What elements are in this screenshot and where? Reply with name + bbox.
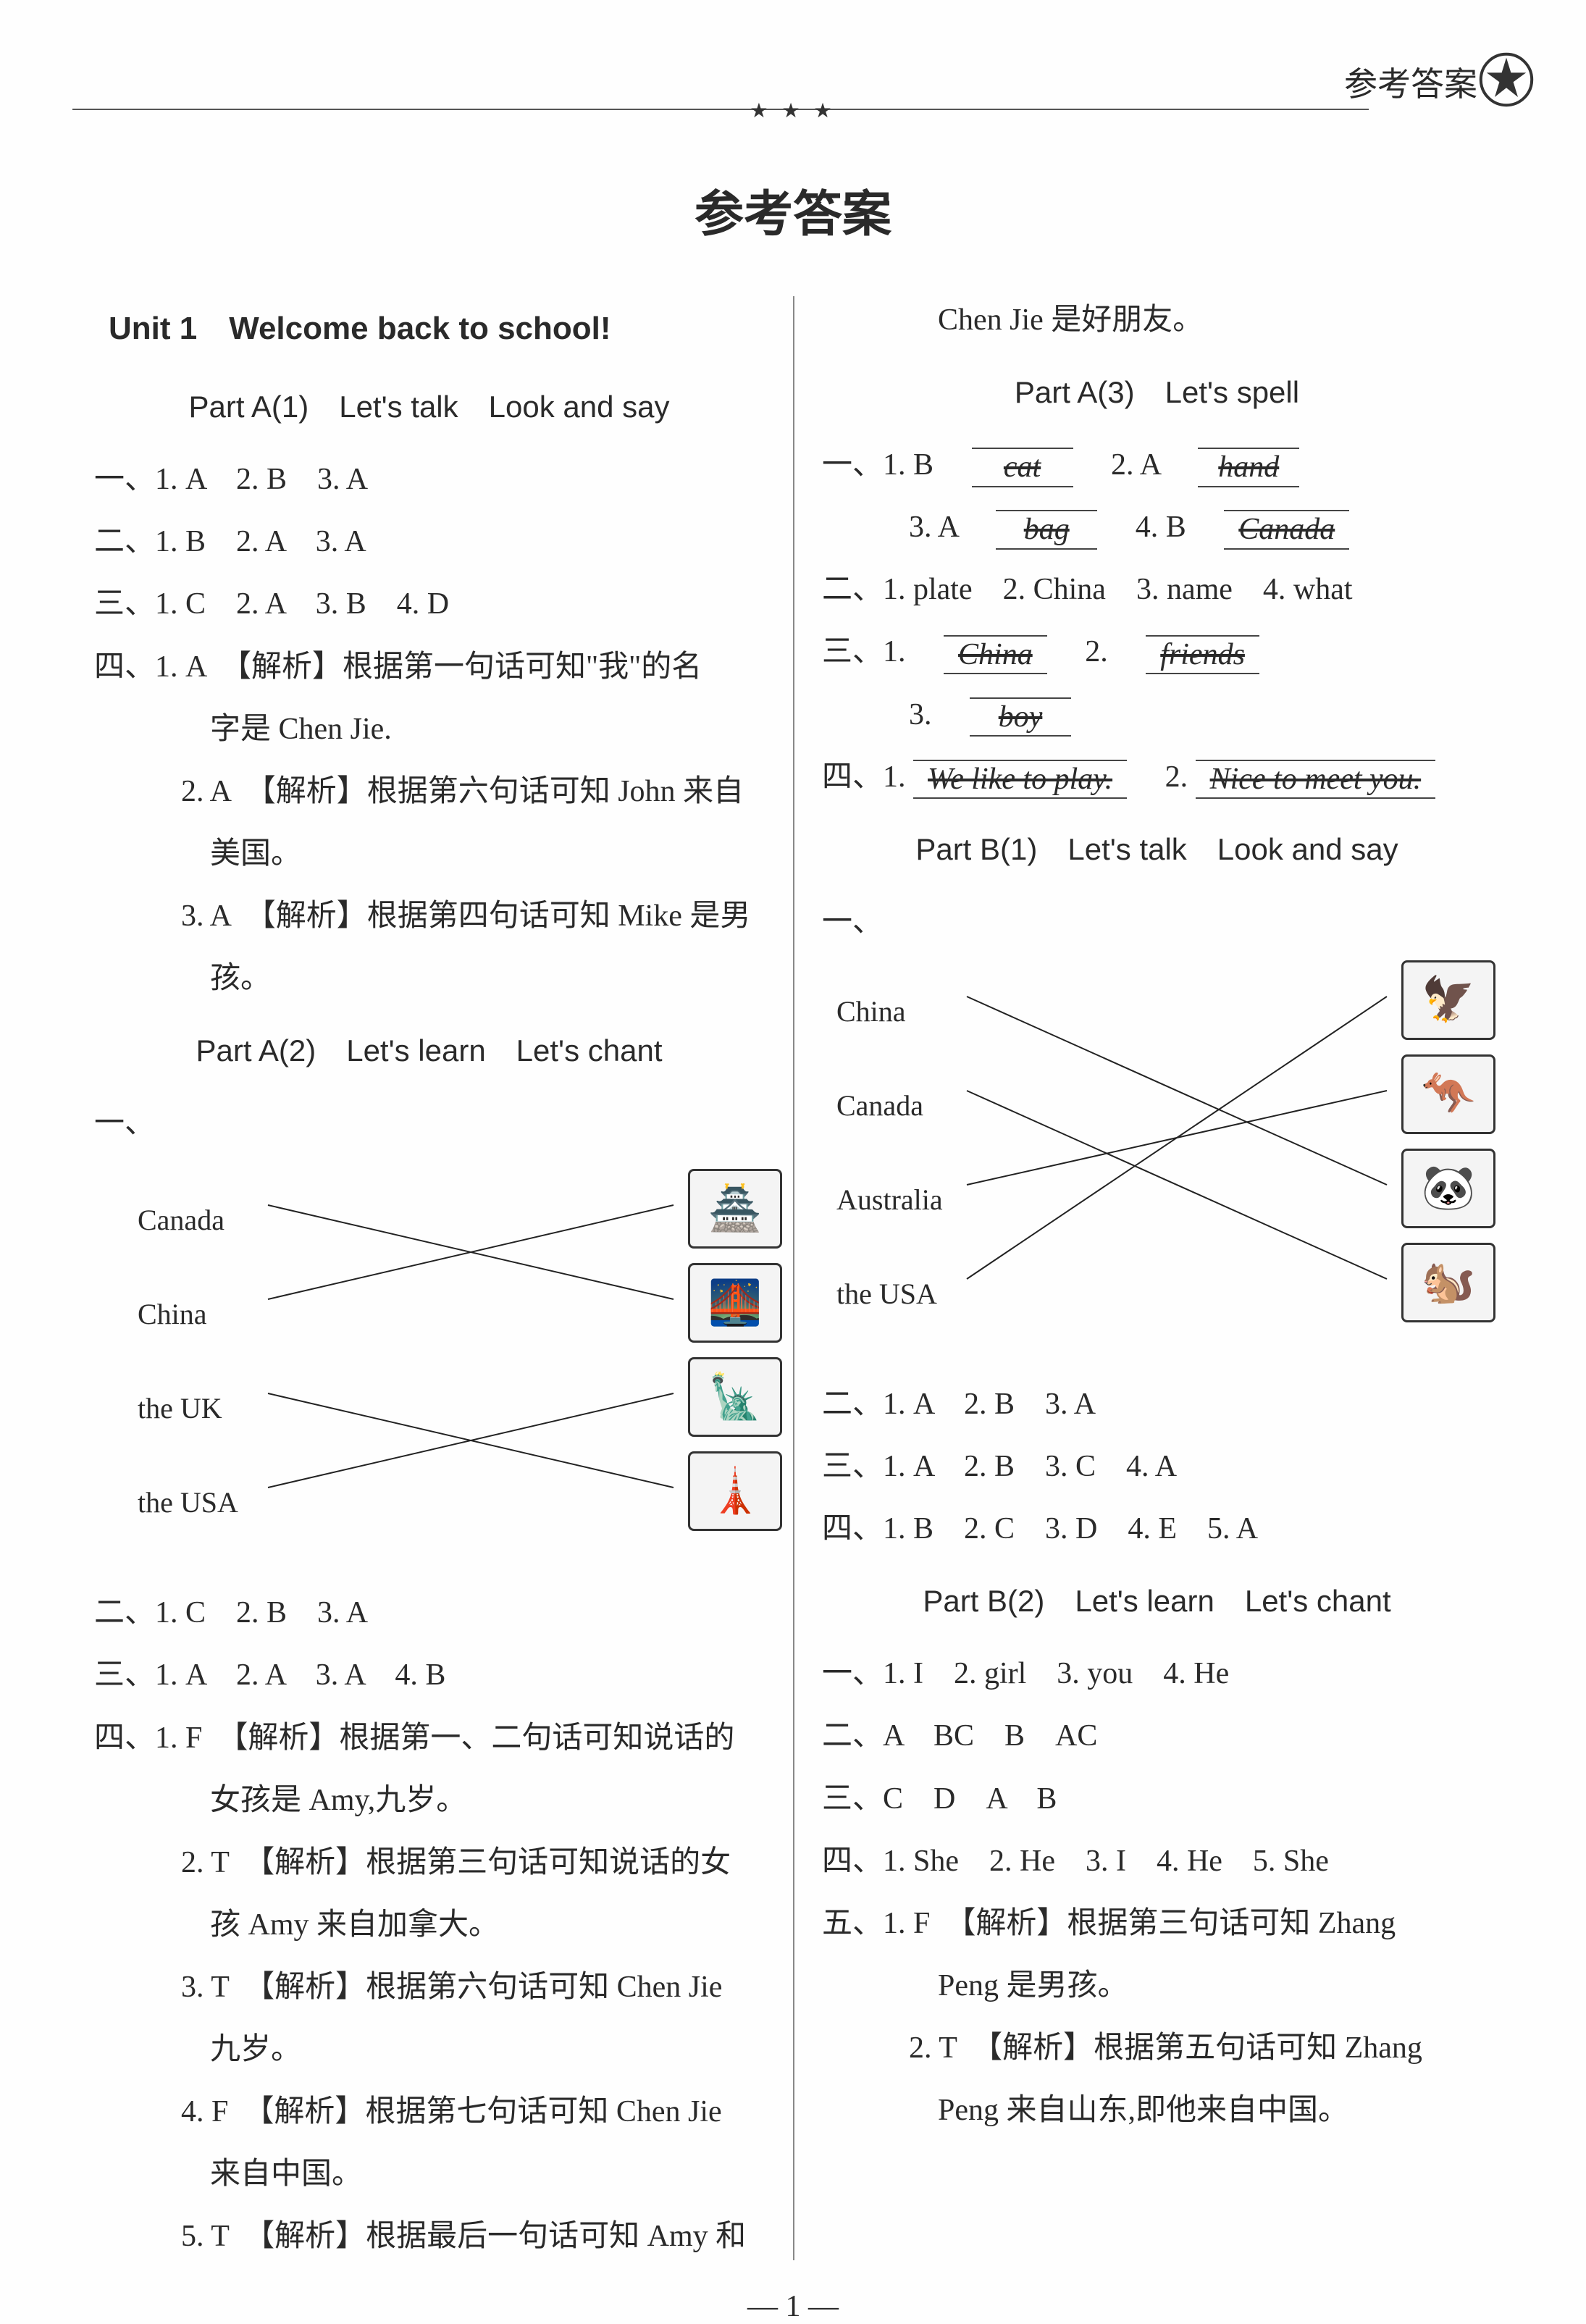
answer-line: 三、1. A 2. A 3. A 4. B [94,1644,764,1706]
answer-line: 女孩是 Amy,九岁。 [94,1769,764,1832]
page-header: ★ ★ ★ 参考答案 [72,58,1514,145]
match-picture-icon: 🗼 [688,1451,782,1531]
match-label: China [138,1285,207,1344]
answer-line: 一、1. I 2. girl 3. you 4. He [822,1643,1492,1705]
ans-prefix: 3. [909,698,932,731]
ans-prefix: 3. A [909,511,958,544]
answer-line: 2. T 【解析】根据第五句话可知 Zhang [822,2017,1492,2079]
answer-line: 四、1. We like to play. 2. Nice to meet yo… [822,746,1492,808]
answer-line: 四、1. F 【解析】根据第一、二句话可知说话的 [94,1707,764,1769]
part-b1-title: Part B(1) Let's talk Look and say [822,818,1492,881]
answer-line: 3. A 【解析】根据第四句话可知 Mike 是男 [94,885,764,947]
answer-line: 二、1. A 2. B 3. A [822,1373,1492,1435]
header-stars-icon: ★ ★ ★ [750,98,836,123]
answer-line: 孩 Amy 来自加拿大。 [94,1894,764,1956]
ans-prefix: 2. [1085,635,1108,668]
handwriting: hand [1198,448,1299,487]
handwriting: bag [996,510,1097,549]
answer-line: 五、1. F 【解析】根据第三句话可知 Zhang [822,1892,1492,1955]
answer-line: 二、1. B 2. A 3. A [94,511,764,573]
answer-line: 孩。 [94,947,764,1010]
ans-prefix: 四、1. [822,760,906,794]
handwriting: We like to play. [913,760,1127,799]
answer-line: 九岁。 [94,2018,764,2081]
column-divider [793,296,794,2260]
unit-title: Unit 1 Welcome back to school! [109,296,764,361]
answer-line: 字是 Chen Jie. [94,698,764,760]
handwriting: Canada [1224,510,1349,549]
match-picture-icon: 🐿️ [1401,1243,1495,1322]
answer-line: 3. A bag 4. B Canada [822,496,1492,558]
matching-prefix: 一、 [94,1092,764,1154]
match-label: the USA [138,1473,238,1532]
match-label: Canada [836,1076,923,1136]
match-label: Canada [138,1191,225,1250]
answer-line: 四、1. B 2. C 3. D 4. E 5. A [822,1498,1492,1560]
part-a2-title: Part A(2) Let's learn Let's chant [94,1020,764,1082]
answer-line: 2. A 【解析】根据第六句话可知 John 来自 [94,760,764,823]
handwriting: friends [1146,635,1259,674]
matching-prefix: 一、 [822,891,1492,953]
answer-line: Peng 来自山东,即他来自中国。 [822,2079,1492,2141]
answer-line: 5. T 【解析】根据最后一句话可知 Amy 和 [94,2205,764,2268]
ans-prefix: 4. B [1136,511,1186,544]
answer-line: 一、1. B cat 2. A hand [822,434,1492,496]
part-a3-title: Part A(3) Let's spell [822,361,1492,424]
answer-line: Peng 是男孩。 [822,1955,1492,2017]
match-label: Australia [836,1170,943,1230]
ans-prefix: 2. [1165,760,1188,794]
header-logo-icon [1477,51,1535,109]
answer-line: 三、C D A B [822,1768,1492,1830]
ans-prefix: 三、1. [822,635,906,668]
answer-line: 3. T 【解析】根据第六句话可知 Chen Jie [94,1956,764,2018]
header-divider [72,109,1369,110]
answer-line: Chen Jie 是好朋友。 [822,289,1492,351]
handwriting: boy [970,697,1071,737]
part-a1-title: Part A(1) Let's talk Look and say [94,376,764,438]
match-picture-icon: 🦘 [1401,1054,1495,1134]
answer-line: 三、1. China 2. friends [822,621,1492,683]
answer-line: 来自中国。 [94,2143,764,2205]
answer-line: 二、1. plate 2. China 3. name 4. what [822,558,1492,621]
ans-prefix: 一、1. B [822,448,933,482]
match-picture-icon: 🏯 [688,1169,782,1249]
match-label: the USA [836,1264,937,1324]
matching-diagram-left: CanadaChinathe UKthe USA🏯🌉🗽🗼 [94,1162,746,1567]
answer-line: 一、1. A 2. B 3. A [94,448,764,511]
main-title: 参考答案 [72,174,1514,246]
answer-line: 三、1. A 2. B 3. C 4. A [822,1435,1492,1498]
right-column: Chen Jie 是好朋友。 Part A(3) Let's spell 一、1… [793,289,1514,2268]
handwriting: Nice to meet you. [1196,760,1436,799]
left-column: Unit 1 Welcome back to school! Part A(1)… [72,289,793,2268]
answer-line: 3. boy [822,684,1492,746]
match-label: the UK [138,1379,222,1438]
ans-prefix: 2. A [1111,448,1160,482]
match-picture-icon: 🗽 [688,1357,782,1437]
page-number: — 1 — [72,2289,1514,2324]
matching-diagram-right: ChinaCanadaAustraliathe USA🦅🦘🐼🐿️ [822,960,1474,1359]
handwriting: China [944,635,1047,674]
match-picture-icon: 🌉 [688,1263,782,1343]
match-label: China [836,982,906,1041]
answer-line: 三、1. C 2. A 3. B 4. D [94,573,764,635]
match-picture-icon: 🐼 [1401,1149,1495,1228]
match-picture-icon: 🦅 [1401,960,1495,1040]
content-columns: Unit 1 Welcome back to school! Part A(1)… [72,289,1514,2268]
answer-line: 四、1. A 【解析】根据第一句话可知"我"的名 [94,636,764,698]
answer-line: 4. F 【解析】根据第七句话可知 Chen Jie [94,2081,764,2143]
handwriting: cat [972,448,1073,487]
part-b2-title: Part B(2) Let's learn Let's chant [822,1570,1492,1632]
answer-line: 2. T 【解析】根据第三句话可知说话的女 [94,1832,764,1894]
answer-line: 二、1. C 2. B 3. A [94,1582,764,1644]
header-label: 参考答案 [1344,58,1477,106]
answer-line: 美国。 [94,823,764,885]
answer-line: 四、1. She 2. He 3. I 4. He 5. She [822,1830,1492,1892]
answer-line: 二、A BC B AC [822,1705,1492,1767]
